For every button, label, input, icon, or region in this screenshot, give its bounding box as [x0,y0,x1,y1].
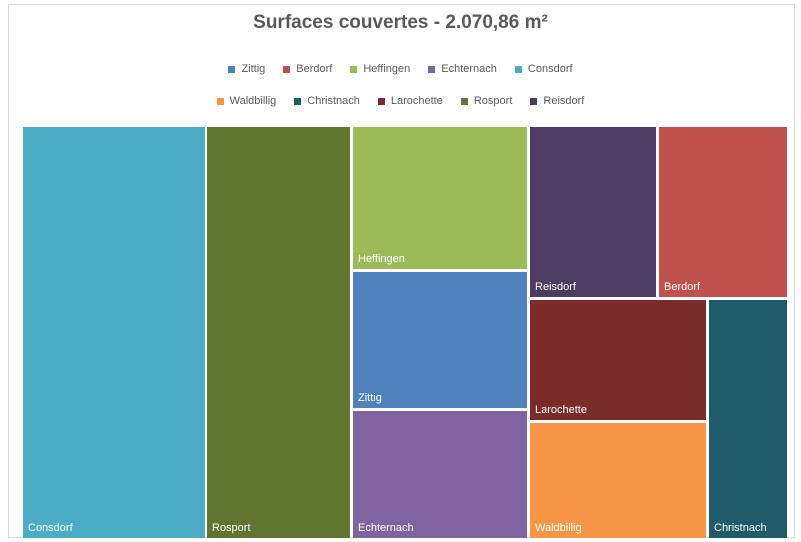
legend-label: Larochette [390,95,443,107]
treemap-tile-label: Larochette [535,404,587,416]
treemap-tile-rect [530,423,706,538]
legend-row: Zittig Berdorf Heffingen Echternach Cons… [0,63,801,75]
treemap-tile-label: Christnach [714,522,767,534]
treemap-tile-rect [207,127,350,538]
legend-label: Consdorf [527,63,573,75]
treemap-tile-rect [709,300,787,538]
treemap-tile-rect [23,127,205,538]
treemap-tile-rect [530,300,706,420]
treemap-tile: Heffingen [353,127,527,269]
legend-swatch [283,65,291,73]
treemap-tile-rect [530,127,656,297]
legend-swatch [460,97,468,105]
legend-item: Larochette [377,95,443,107]
legend-swatch [530,97,538,105]
legend-label: Heffingen [363,63,411,75]
legend-swatch [514,65,522,73]
legend-label: Echternach [441,63,497,75]
treemap-tile: Berdorf [659,127,787,297]
legend-swatch [216,97,224,105]
treemap-tile-label: Waldbillig [535,522,582,534]
legend-row: Waldbillig Christnach Larochette Rosport… [0,95,801,107]
legend-item: Heffingen [350,63,410,75]
treemap-tile-label: Rosport [212,522,251,534]
chart-title: Surfaces couvertes - 2.070,86 m² [253,12,548,33]
legend-swatch [428,65,436,73]
legend-label: Zittig [241,63,266,75]
legend-item: Reisdorf [530,95,584,107]
treemap-tile: Waldbillig [530,423,706,538]
treemap-tile: Rosport [207,127,350,538]
treemap-tile-label: Berdorf [664,281,701,293]
treemap-tile: Reisdorf [530,127,656,297]
treemap-tile: Larochette [530,300,706,420]
legend-swatch [228,65,236,73]
legend-label: Waldbillig [229,95,277,107]
treemap-tile-rect [353,272,527,408]
legend-label: Rosport [473,95,513,107]
treemap-tile-rect [353,411,527,538]
treemap-tile-rect [659,127,787,297]
legend-item: Waldbillig [216,95,277,107]
legend-swatch [350,65,358,73]
treemap-tile: Consdorf [23,127,205,538]
legend-item: Echternach [428,63,497,75]
legend-label: Christnach [307,95,360,107]
legend-label: Berdorf [296,63,333,75]
treemap-tile-label: Zittig [358,392,382,404]
treemap-tile: Echternach [353,411,527,538]
treemap-tile-label: Reisdorf [535,281,577,293]
legend-item: Christnach [294,95,360,107]
treemap-tile-rect [353,127,527,269]
legend-item: Berdorf [283,63,332,75]
legend-swatch [294,97,302,105]
treemap-tile-label: Heffingen [358,253,405,265]
legend-item: Consdorf [514,63,573,75]
treemap-tile: Zittig [353,272,527,408]
treemap-tile-label: Consdorf [28,522,74,534]
legend-label: Reisdorf [543,95,585,107]
treemap-tile-label: Echternach [358,522,414,534]
legend-item: Zittig [228,63,265,75]
treemap-tile: Christnach [709,300,787,538]
legend-item: Rosport [460,95,513,107]
legend-swatch [377,97,385,105]
